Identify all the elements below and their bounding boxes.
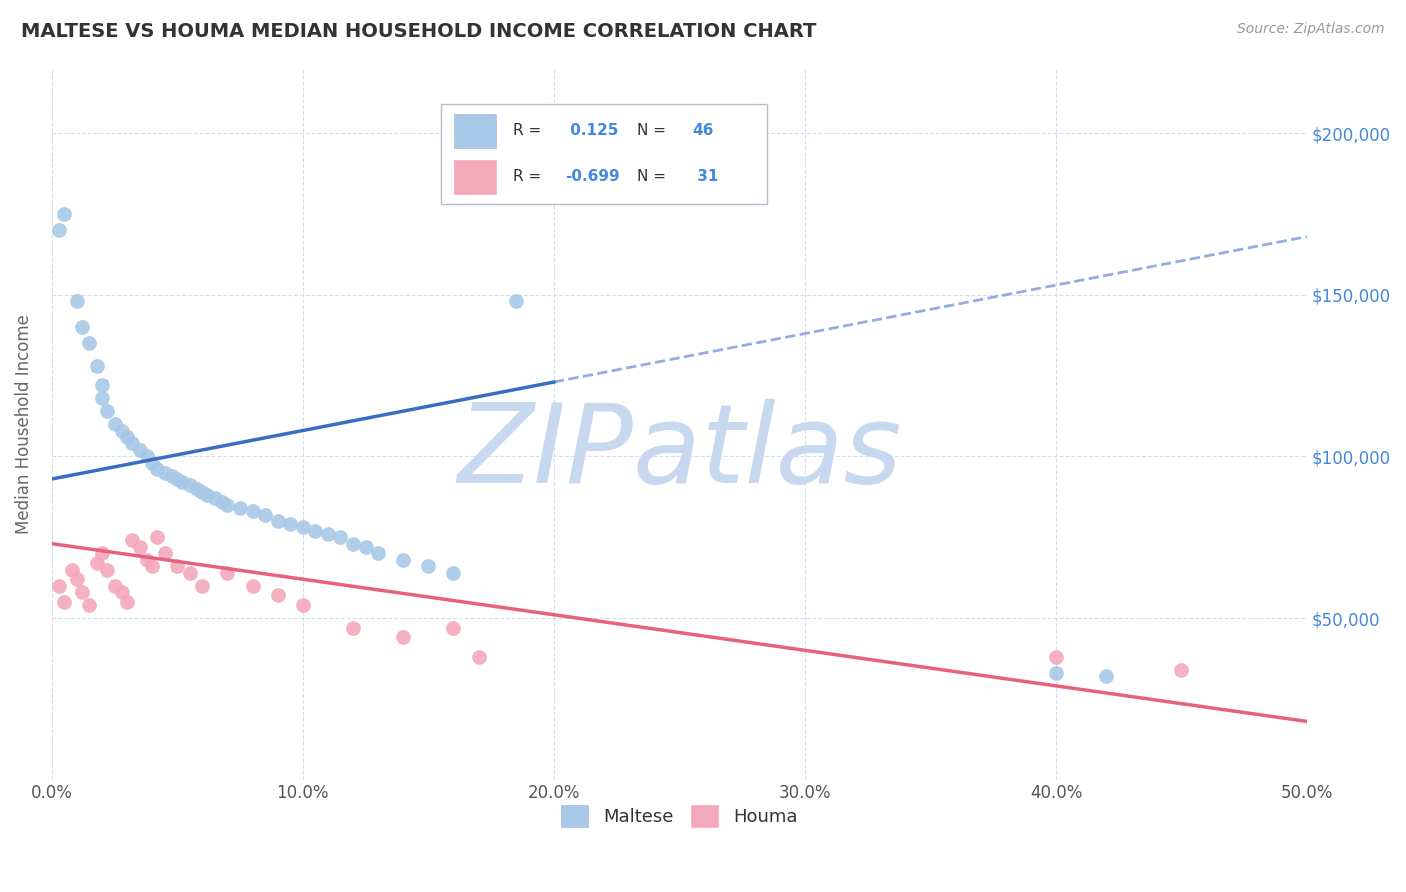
Point <box>278 517 301 532</box>
Point <box>441 566 464 580</box>
Point <box>254 508 277 522</box>
Point <box>191 579 214 593</box>
Legend: Maltese, Houma: Maltese, Houma <box>554 798 804 835</box>
Point <box>153 546 176 560</box>
Point <box>172 475 194 490</box>
Point <box>1095 669 1118 683</box>
Point <box>267 514 290 528</box>
Point <box>79 336 101 351</box>
Point <box>115 430 138 444</box>
Point <box>128 442 150 457</box>
Point <box>1170 663 1192 677</box>
Point <box>342 536 364 550</box>
Point <box>128 540 150 554</box>
Text: Source: ZipAtlas.com: Source: ZipAtlas.com <box>1237 22 1385 37</box>
Point <box>204 491 226 506</box>
Point <box>91 391 114 405</box>
Point <box>70 320 93 334</box>
Point <box>111 585 134 599</box>
Point <box>141 559 163 574</box>
Point <box>103 579 125 593</box>
Point <box>304 524 326 538</box>
Point <box>1045 665 1067 680</box>
Point <box>441 621 464 635</box>
Point <box>70 585 93 599</box>
Point <box>392 631 415 645</box>
Point <box>166 472 188 486</box>
Point <box>53 207 76 221</box>
Point <box>367 546 389 560</box>
Point <box>66 572 89 586</box>
Point <box>267 588 290 602</box>
Point <box>96 404 118 418</box>
Point <box>342 621 364 635</box>
Point <box>91 378 114 392</box>
Point <box>291 598 314 612</box>
Point <box>146 462 169 476</box>
Point <box>191 485 214 500</box>
Point <box>136 553 159 567</box>
Point <box>329 530 352 544</box>
Point <box>179 478 201 492</box>
Point <box>79 598 101 612</box>
Point <box>217 566 239 580</box>
Point <box>136 450 159 464</box>
Point <box>48 579 70 593</box>
Point <box>392 553 415 567</box>
Point <box>418 559 440 574</box>
Point <box>166 559 188 574</box>
Text: MALTESE VS HOUMA MEDIAN HOUSEHOLD INCOME CORRELATION CHART: MALTESE VS HOUMA MEDIAN HOUSEHOLD INCOME… <box>21 22 817 41</box>
Text: ZIPatlas: ZIPatlas <box>457 399 901 506</box>
Point <box>48 223 70 237</box>
Point <box>217 498 239 512</box>
Point <box>186 482 208 496</box>
Point <box>111 424 134 438</box>
Point <box>467 649 489 664</box>
Point <box>60 562 83 576</box>
Point <box>1045 649 1067 664</box>
Y-axis label: Median Household Income: Median Household Income <box>15 314 32 534</box>
Point <box>242 504 264 518</box>
Point <box>66 294 89 309</box>
Point <box>103 417 125 431</box>
Point <box>242 579 264 593</box>
Point <box>91 546 114 560</box>
Point <box>153 466 176 480</box>
Point <box>162 468 184 483</box>
Point <box>96 562 118 576</box>
Point <box>86 556 108 570</box>
Point <box>229 501 252 516</box>
Point <box>53 595 76 609</box>
Point <box>86 359 108 373</box>
Point <box>121 436 143 450</box>
Point <box>115 595 138 609</box>
Point <box>211 494 233 508</box>
Point <box>179 566 201 580</box>
Point <box>197 488 219 502</box>
Point <box>505 294 527 309</box>
Point <box>316 527 339 541</box>
Point <box>354 540 377 554</box>
Point <box>141 456 163 470</box>
Point <box>121 533 143 548</box>
Point <box>291 520 314 534</box>
Point <box>146 530 169 544</box>
